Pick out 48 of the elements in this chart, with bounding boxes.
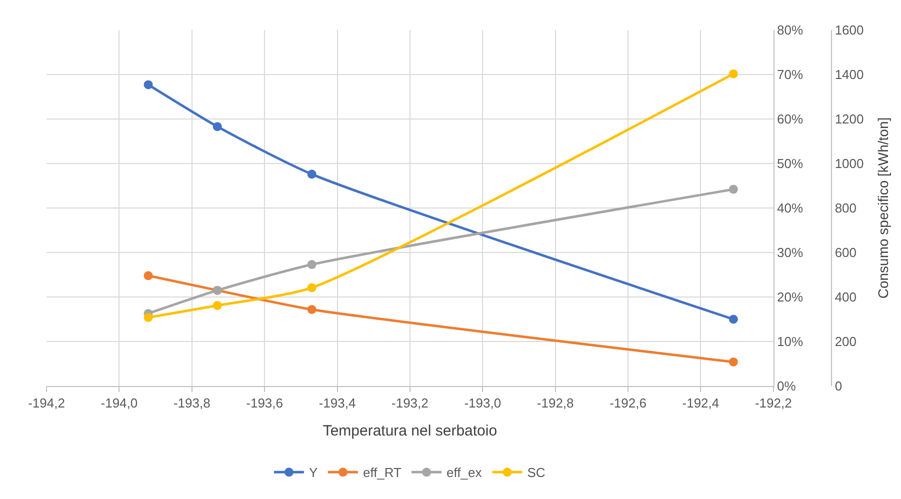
point [307, 283, 316, 292]
x-tick-label: -193,8 [173, 396, 210, 411]
x-tick-label: -193,4 [318, 396, 356, 411]
x-tick-label: -193,0 [464, 396, 502, 411]
y2-tick-label: 1200 [834, 112, 864, 127]
y2-axis-title: Consumo specifico [kWh/ton] [875, 117, 892, 299]
y-tick-label: 30% [777, 245, 804, 260]
point [307, 260, 316, 270]
y-tick-label: 40% [777, 200, 804, 216]
y-tick-label: 0% [777, 378, 796, 394]
x-tick-label: -194,0 [100, 396, 138, 411]
x-tick-label: -192,6 [610, 396, 646, 411]
point [728, 357, 738, 366]
y-tick-label: 10% [777, 334, 804, 350]
y-tick-label: 20% [777, 290, 804, 305]
legend-label: eff_ex [446, 465, 482, 480]
y2-tick-label: 800 [834, 200, 857, 216]
y2-tick-label: 1600 [834, 22, 864, 38]
x-tick-label: -193,2 [392, 396, 428, 411]
y2-tick-label: 400 [834, 290, 857, 305]
point [144, 312, 153, 322]
x-tick-label: -192,2 [754, 396, 792, 411]
legend-label: SC [527, 465, 546, 480]
y-tick-label: 60% [777, 112, 804, 127]
point [728, 314, 738, 324]
y2-tick-label: 1000 [834, 156, 864, 172]
point [144, 271, 153, 280]
point [212, 300, 222, 310]
y2-tick-label: 600 [834, 245, 857, 260]
legend-label: eff_RT [362, 465, 402, 480]
y2-tick-label: 200 [834, 334, 857, 350]
y2-tick-label: 0 [834, 378, 842, 394]
x-axis-title: Temperatura nel serbatoio [322, 422, 498, 440]
x-tick-label: -194,2 [28, 396, 65, 411]
point [728, 184, 738, 194]
y2-tick-label: 1400 [834, 67, 864, 82]
y-tick-label: 80% [777, 22, 804, 38]
point [728, 69, 738, 78]
x-tick-label: -192,4 [682, 396, 720, 411]
point [307, 170, 316, 179]
point [144, 80, 153, 90]
point [212, 122, 222, 132]
x-tick-label: -192,8 [536, 396, 574, 411]
y-tick-label: 50% [777, 156, 804, 172]
point [307, 304, 316, 314]
legend-label: Y [308, 465, 318, 480]
y-tick-label: 70% [777, 67, 804, 82]
x-tick-label: -193,6 [246, 396, 284, 411]
